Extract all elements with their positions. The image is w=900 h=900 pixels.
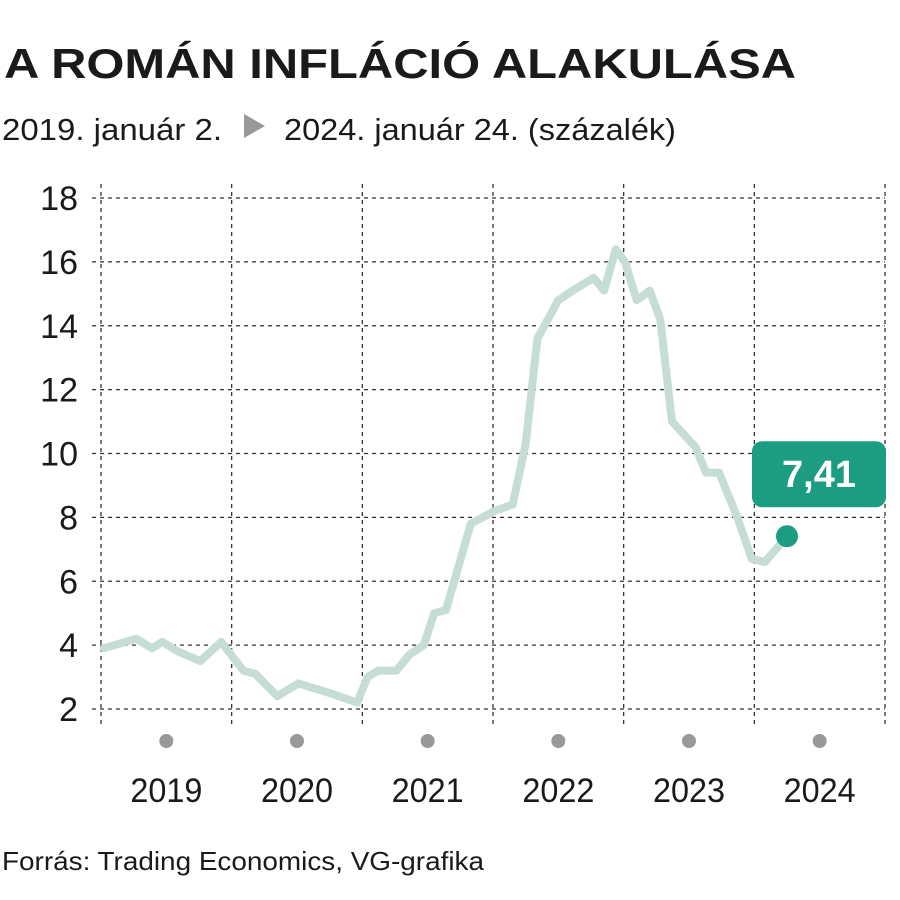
- x-tick-label: 2019: [130, 772, 202, 810]
- x-tick-label: 2022: [522, 772, 594, 810]
- y-tick-label: 4: [59, 627, 78, 665]
- y-tick-label: 10: [40, 436, 78, 474]
- year-dot: [420, 734, 435, 748]
- year-dot: [812, 734, 827, 748]
- x-tick-label: 2020: [261, 772, 333, 810]
- end-marker: [776, 525, 798, 548]
- y-tick-label: 8: [59, 499, 78, 537]
- subtitle-end: 2024. január 24. (százalék): [284, 112, 676, 147]
- year-dot: [290, 734, 304, 748]
- y-tick-label: 16: [40, 244, 78, 282]
- year-dot: [682, 734, 696, 748]
- value-label-box: [752, 441, 886, 508]
- value-label: 7,41: [782, 454, 856, 496]
- subtitle-start: 2019. január 2.: [2, 112, 222, 147]
- x-tick-label: 2023: [653, 772, 725, 810]
- chart-title: A ROMÁN INFLÁCIÓ ALAKULÁSA: [4, 39, 796, 87]
- y-tick-label: 14: [40, 308, 78, 346]
- y-tick-label: 18: [40, 180, 78, 218]
- x-tick-label: 2021: [392, 772, 464, 810]
- year-dot: [159, 734, 174, 748]
- x-tick-label: 2024: [784, 772, 856, 810]
- line: [99, 245, 791, 707]
- y-tick-label: 6: [59, 563, 78, 601]
- y-tick-label: 12: [40, 372, 78, 410]
- source: Forrás: Trading Economics, VG-grafika: [2, 846, 485, 876]
- y-tick-label: 2: [59, 691, 78, 729]
- year-dot: [551, 734, 566, 748]
- arrow-icon: [244, 114, 265, 138]
